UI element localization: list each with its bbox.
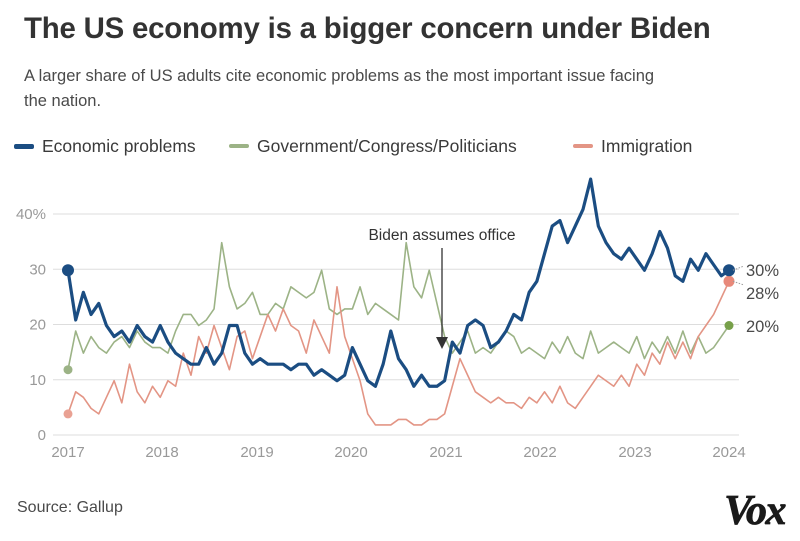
svg-text:Biden assumes office: Biden assumes office [368, 227, 515, 244]
svg-text:2024: 2024 [712, 444, 745, 461]
svg-text:2018: 2018 [145, 444, 178, 461]
svg-text:28%: 28% [746, 285, 779, 303]
svg-text:10: 10 [29, 372, 46, 389]
svg-text:2022: 2022 [523, 444, 556, 461]
svg-text:2017: 2017 [51, 444, 84, 461]
svg-text:2019: 2019 [240, 444, 273, 461]
svg-text:20%: 20% [746, 318, 779, 336]
svg-text:2021: 2021 [429, 444, 462, 461]
svg-text:20: 20 [29, 317, 46, 334]
svg-text:2020: 2020 [334, 444, 367, 461]
svg-text:30: 30 [29, 261, 46, 278]
svg-text:30%: 30% [746, 262, 779, 280]
svg-text:2023: 2023 [618, 444, 651, 461]
svg-text:40%: 40% [16, 206, 46, 223]
svg-text:0: 0 [38, 427, 46, 444]
